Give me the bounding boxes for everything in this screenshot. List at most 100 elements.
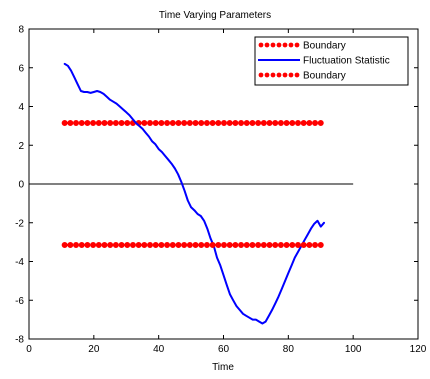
boundary-marker [147, 119, 154, 126]
boundary-marker [141, 119, 148, 126]
legend-marker [282, 72, 288, 78]
legend-marker [282, 42, 288, 48]
boundary-marker [186, 242, 193, 249]
legend-swatch-boundary [258, 42, 300, 48]
boundary-marker [221, 242, 228, 249]
boundary-marker [226, 119, 233, 126]
legend-label: Boundary [303, 71, 346, 82]
boundary-marker [238, 119, 245, 126]
boundary-marker [169, 119, 176, 126]
series-boundary-2 [61, 242, 324, 249]
boundary-marker [294, 242, 301, 249]
boundary-marker [238, 242, 245, 249]
y-tick-label: -2 [15, 218, 24, 229]
y-tick-label: -8 [15, 335, 24, 346]
boundary-marker [198, 119, 205, 126]
boundary-marker [255, 119, 262, 126]
boundary-marker [101, 242, 108, 249]
boundary-marker [61, 242, 68, 249]
boundary-marker [164, 242, 171, 249]
y-tick-label: 6 [18, 63, 24, 74]
boundary-marker [84, 242, 91, 249]
x-tick-label: 0 [26, 344, 32, 355]
boundary-marker [124, 119, 131, 126]
y-tick-label: 0 [18, 180, 24, 191]
axis-ticks: 0 20 40 60 80 100 120 -8 -6 -4 -2 0 2 4 6 8 [15, 25, 427, 356]
boundary-marker [169, 242, 176, 249]
boundary-marker [118, 242, 125, 249]
boundary-marker [175, 242, 182, 249]
legend-marker [258, 42, 264, 48]
boundary-marker [158, 242, 165, 249]
legend-swatch-boundary [258, 72, 300, 78]
boundary-marker [300, 119, 307, 126]
boundary-marker [221, 119, 228, 126]
boundary-marker [112, 119, 119, 126]
boundary-marker [152, 119, 159, 126]
boundary-marker [266, 242, 273, 249]
x-tick-label: 120 [410, 344, 427, 355]
boundary-marker [232, 119, 239, 126]
boundary-marker [306, 242, 313, 249]
boundary-marker [277, 119, 284, 126]
boundary-marker [289, 119, 296, 126]
boundary-marker [181, 119, 188, 126]
y-tick-label: 4 [18, 102, 24, 113]
boundary-marker [277, 242, 284, 249]
boundary-marker [152, 242, 159, 249]
series-fluctuation-statistic-line [63, 62, 325, 325]
boundary-marker [226, 242, 233, 249]
legend: Boundary Fluctuation Statistic Boundary [254, 36, 409, 86]
boundary-marker [84, 119, 91, 126]
legend-label: Boundary [303, 41, 346, 52]
boundary-marker [249, 242, 256, 249]
x-tick-label: 20 [88, 344, 100, 355]
legend-marker [288, 42, 294, 48]
boundary-marker [78, 242, 85, 249]
boundary-marker [312, 119, 319, 126]
boundary-marker [243, 242, 250, 249]
legend-marker [288, 72, 294, 78]
boundary-marker [260, 242, 267, 249]
boundary-marker [95, 242, 102, 249]
chart-title: Time Varying Parameters [159, 10, 271, 21]
boundary-marker [272, 119, 279, 126]
boundary-marker [141, 242, 148, 249]
boundary-marker [203, 242, 210, 249]
boundary-marker [203, 119, 210, 126]
x-tick-label: 40 [153, 344, 165, 355]
boundary-marker [317, 242, 324, 249]
boundary-marker [112, 242, 119, 249]
boundary-marker [209, 119, 216, 126]
boundary-marker [181, 242, 188, 249]
y-tick-label: -6 [15, 296, 24, 307]
boundary-marker [124, 242, 131, 249]
legend-label: Fluctuation Statistic [303, 56, 390, 67]
boundary-marker [90, 119, 97, 126]
boundary-marker [198, 242, 205, 249]
boundary-marker [73, 119, 80, 126]
legend-marker [264, 72, 270, 78]
legend-marker [264, 42, 270, 48]
legend-marker [294, 42, 300, 48]
boundary-marker [78, 119, 85, 126]
boundary-marker [312, 242, 319, 249]
boundary-marker [232, 242, 239, 249]
boundary-marker [192, 242, 199, 249]
legend-marker [258, 72, 264, 78]
boundary-marker [147, 242, 154, 249]
boundary-marker [101, 119, 108, 126]
legend-marker [276, 42, 282, 48]
legend-marker [270, 42, 276, 48]
boundary-marker [260, 119, 267, 126]
boundary-marker [118, 119, 125, 126]
boundary-marker [175, 119, 182, 126]
boundary-marker [215, 242, 222, 249]
boundary-marker [294, 119, 301, 126]
boundary-marker [90, 242, 97, 249]
boundary-marker [306, 119, 313, 126]
legend-marker [276, 72, 282, 78]
series-layer [29, 62, 354, 325]
boundary-marker [215, 119, 222, 126]
